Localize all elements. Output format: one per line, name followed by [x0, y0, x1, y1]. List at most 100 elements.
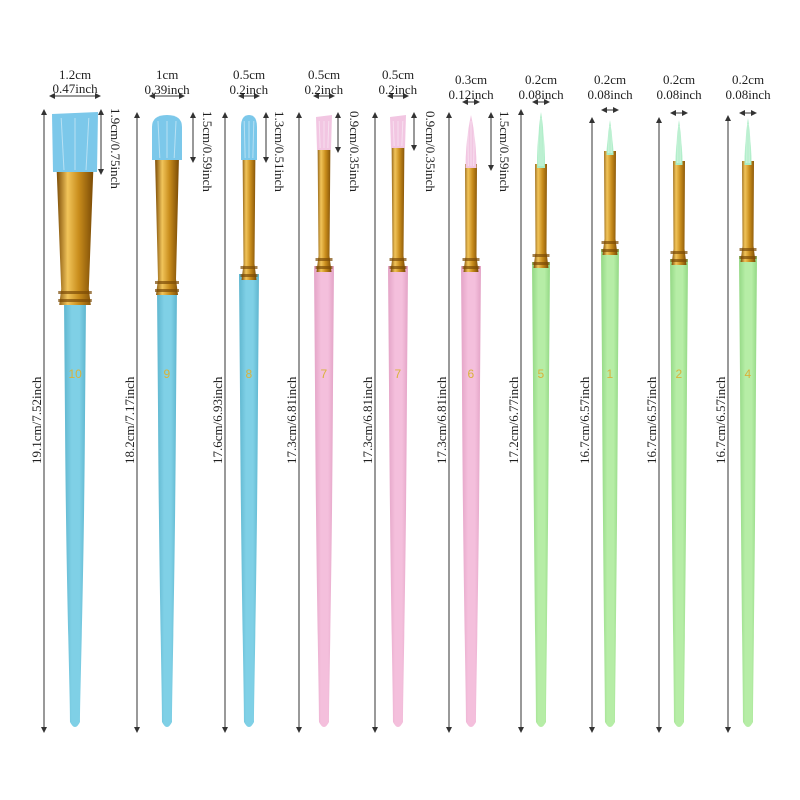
width-cm-label: 0.2cm [732, 72, 765, 87]
total-length-label: 17.6cm/6.93inch [210, 376, 225, 464]
brush-bristles [52, 112, 98, 172]
ferrule-ring [155, 289, 179, 292]
brush-bristles [537, 112, 545, 168]
ferrule-ring [670, 259, 688, 262]
brush-ferrule [56, 168, 94, 305]
total-length-label: 16.7cm/6.57inch [644, 376, 659, 464]
total-length-label: 17.3cm/6.81inch [360, 376, 375, 464]
brush-number: 10 [68, 367, 82, 381]
bristle-streak [401, 120, 404, 147]
width-cm-label: 0.5cm [233, 67, 266, 82]
brush-bristles [606, 120, 614, 155]
brush-ferrule [602, 151, 618, 255]
brush-ferrule [390, 144, 406, 272]
brush-5 [388, 115, 408, 727]
brush-handle [157, 289, 177, 727]
brush-number: 1 [606, 367, 614, 381]
brush-handle [64, 299, 86, 727]
brush-handle [314, 266, 334, 727]
ferrule-ring [462, 258, 480, 261]
width-inch-label: 0.2inch [304, 82, 344, 97]
brush-bristles [316, 115, 332, 150]
head-length-label: 1.3cm/0.51inch [272, 111, 287, 192]
ferrule-ring [240, 266, 258, 269]
brush-ferrule [533, 164, 549, 268]
total-length-label: 19.1cm/7.52inch [29, 376, 44, 464]
ferrule-ring [58, 291, 92, 294]
width-inch-label: 0.08inch [725, 87, 771, 102]
total-length-label: 18.2cm/7.17inch [122, 376, 137, 464]
brush-number: 2 [675, 367, 683, 381]
width-cm-label: 0.2cm [663, 72, 696, 87]
brush-number: 6 [467, 367, 475, 381]
brush-ferrule [241, 156, 257, 280]
brush-bristles [241, 115, 257, 160]
ferrule-ring [315, 258, 333, 261]
brush-handle [461, 266, 481, 727]
width-cm-label: 0.2cm [525, 72, 558, 87]
total-length-label: 16.7cm/6.57inch [713, 376, 728, 464]
brush-ferrule [316, 146, 332, 272]
brush-bristles [744, 118, 752, 165]
bristle-streak [252, 120, 255, 159]
width-cm-label: 1.2cm [59, 67, 92, 82]
brush-4 [314, 115, 334, 727]
total-length-label: 17.3cm/6.81inch [284, 376, 299, 464]
total-length-label: 17.3cm/6.81inch [434, 376, 449, 464]
width-inch-label: 0.08inch [587, 87, 633, 102]
brush-number: 9 [163, 367, 171, 381]
bristle-streak [327, 120, 330, 149]
bristle-streak [243, 120, 246, 159]
brush-ferrule [463, 164, 479, 272]
brush-handle [739, 256, 757, 727]
ferrule-ring [532, 262, 550, 265]
ferrule-ring [155, 281, 179, 284]
width-cm-label: 1cm [156, 67, 179, 82]
brush-handle [601, 249, 619, 727]
ferrule-ring [532, 254, 550, 257]
brush-handle [239, 274, 259, 727]
brush-number: 4 [744, 367, 752, 381]
brush-handle [388, 266, 408, 727]
bristle-streak [173, 120, 177, 159]
brush-9 [670, 120, 688, 727]
ferrule-ring [601, 241, 619, 244]
ferrule-ring [315, 266, 333, 269]
width-inch-label: 0.47inch [52, 81, 98, 96]
brush-bristles [465, 115, 477, 168]
brush-ferrule [740, 161, 756, 262]
brush-bristles [390, 115, 406, 148]
brush-handle [532, 262, 550, 727]
width-cm-label: 0.5cm [382, 67, 415, 82]
brush-number: 7 [394, 367, 402, 381]
width-cm-label: 0.2cm [594, 72, 627, 87]
brush-handle [670, 259, 688, 727]
head-length-label: 1.5cm/0.59inch [497, 111, 512, 192]
total-length-label: 16.7cm/6.57inch [577, 376, 592, 464]
brush-1 [52, 112, 98, 727]
ferrule-ring [58, 299, 92, 302]
ferrule-ring [389, 266, 407, 269]
bristle-streak [318, 120, 321, 149]
brush-number: 7 [320, 367, 328, 381]
ferrule-ring [601, 249, 619, 252]
width-cm-label: 0.3cm [455, 72, 488, 87]
bristle-streak [392, 120, 395, 147]
bristle-streak [467, 120, 469, 167]
brush-ferrule [671, 161, 687, 265]
brush-7 [532, 112, 550, 727]
head-length-label: 0.9cm/0.35inch [347, 111, 362, 192]
ferrule-ring [739, 248, 757, 251]
width-inch-label: 0.2inch [378, 82, 418, 97]
brush-bristles [152, 115, 182, 160]
width-inch-label: 0.39inch [144, 82, 190, 97]
brush-6 [461, 115, 481, 727]
head-length-label: 1.9cm/0.75inch [108, 108, 123, 189]
brush-2 [152, 115, 182, 727]
bristle-streak [85, 117, 90, 171]
head-length-label: 0.9cm/0.35inch [423, 111, 438, 192]
ferrule-ring [739, 256, 757, 259]
ferrule-ring [389, 258, 407, 261]
